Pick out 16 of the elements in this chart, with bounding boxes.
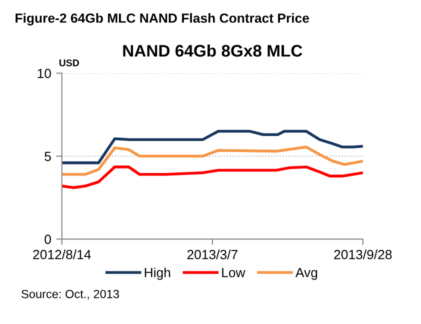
y-axis-title: USD [59,59,79,66]
source-note: Source: Oct., 2013 [22,290,119,300]
y-tick-label: 0 [44,234,51,244]
legend-label: Avg [295,268,318,280]
y-tick-label: 10 [38,68,51,78]
y-tick-label: 5 [44,152,51,162]
legend-label: Low [222,268,246,278]
line-series [62,146,363,176]
x-tick-label: 2013/3/7 [187,250,238,260]
legend-label: High [144,268,170,280]
x-tick-label: 2013/9/28 [334,250,392,260]
x-tick-label: 2012/8/14 [33,250,91,260]
chart-title: NAND 64Gb 8Gx8 MLC [123,44,302,57]
line-series [62,130,363,164]
line-series [62,166,363,190]
chart-subtitle: Figure-2 64Gb MLC NAND Flash Contract Price [16,13,310,26]
